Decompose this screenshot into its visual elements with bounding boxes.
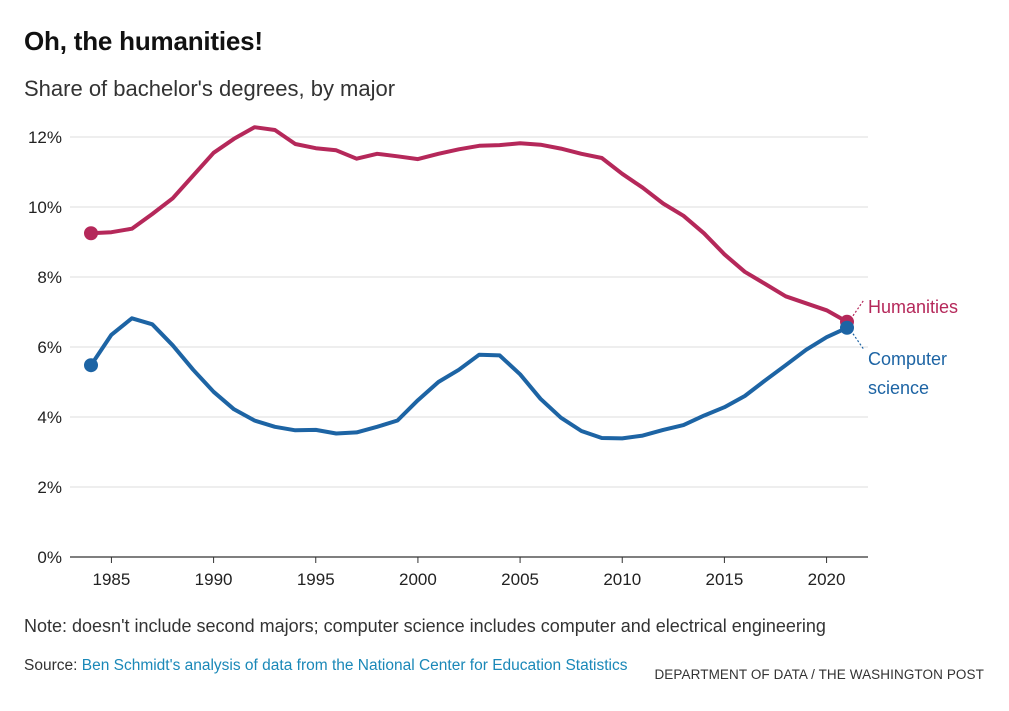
y-tick-label: 10% (28, 198, 62, 217)
series-label-computer-science-line2: science (868, 378, 929, 398)
x-tick-label: 2010 (603, 570, 641, 589)
y-tick-label: 4% (37, 408, 62, 427)
x-tick-label: 2015 (705, 570, 743, 589)
source-link[interactable]: Ben Schmidt's analysis of data from the … (81, 657, 628, 674)
y-tick-label: 0% (37, 548, 62, 567)
x-tick-label: 1985 (93, 570, 131, 589)
credit-line: DEPARTMENT OF DATA / THE WASHINGTON POST (654, 667, 984, 682)
series-label-humanities: Humanities (868, 297, 958, 317)
y-axis-ticks: 0% 2% 4% 6% 8% 10% 12% (28, 128, 62, 567)
y-tick-label: 2% (37, 478, 62, 497)
source-prefix: Source: (24, 657, 82, 674)
chart-title: Oh, the humanities! (24, 26, 263, 56)
chart-note: Note: doesn't include second majors; com… (24, 616, 826, 636)
end-point-computer-science (840, 320, 854, 335)
x-axis-ticks: 1985 1990 1995 2000 2005 2010 2015 2020 (93, 557, 846, 589)
start-point-humanities (84, 226, 98, 241)
leader-line-humanities (852, 299, 865, 317)
x-tick-label: 2005 (501, 570, 539, 589)
x-tick-label: 2000 (399, 570, 437, 589)
start-point-computer-science (84, 358, 98, 373)
series-lines (84, 125, 865, 441)
series-label-computer-science-line1: Computer (868, 349, 947, 369)
x-tick-label: 2020 (808, 570, 846, 589)
chart-subtitle: Share of bachelor's degrees, by major (24, 76, 396, 101)
x-tick-label: 1995 (297, 570, 335, 589)
series-labels: Humanities Computer science (868, 297, 958, 398)
gridlines (70, 136, 868, 558)
leader-line-computer-science (852, 333, 865, 351)
series-line-humanities (89, 125, 849, 324)
x-tick-label: 1990 (195, 570, 233, 589)
y-tick-label: 8% (37, 268, 62, 287)
series-line-computer-science (89, 316, 849, 441)
y-tick-label: 6% (37, 338, 62, 357)
source-line: Source: Ben Schmidt's analysis of data f… (24, 655, 644, 677)
y-tick-label: 12% (28, 128, 62, 147)
